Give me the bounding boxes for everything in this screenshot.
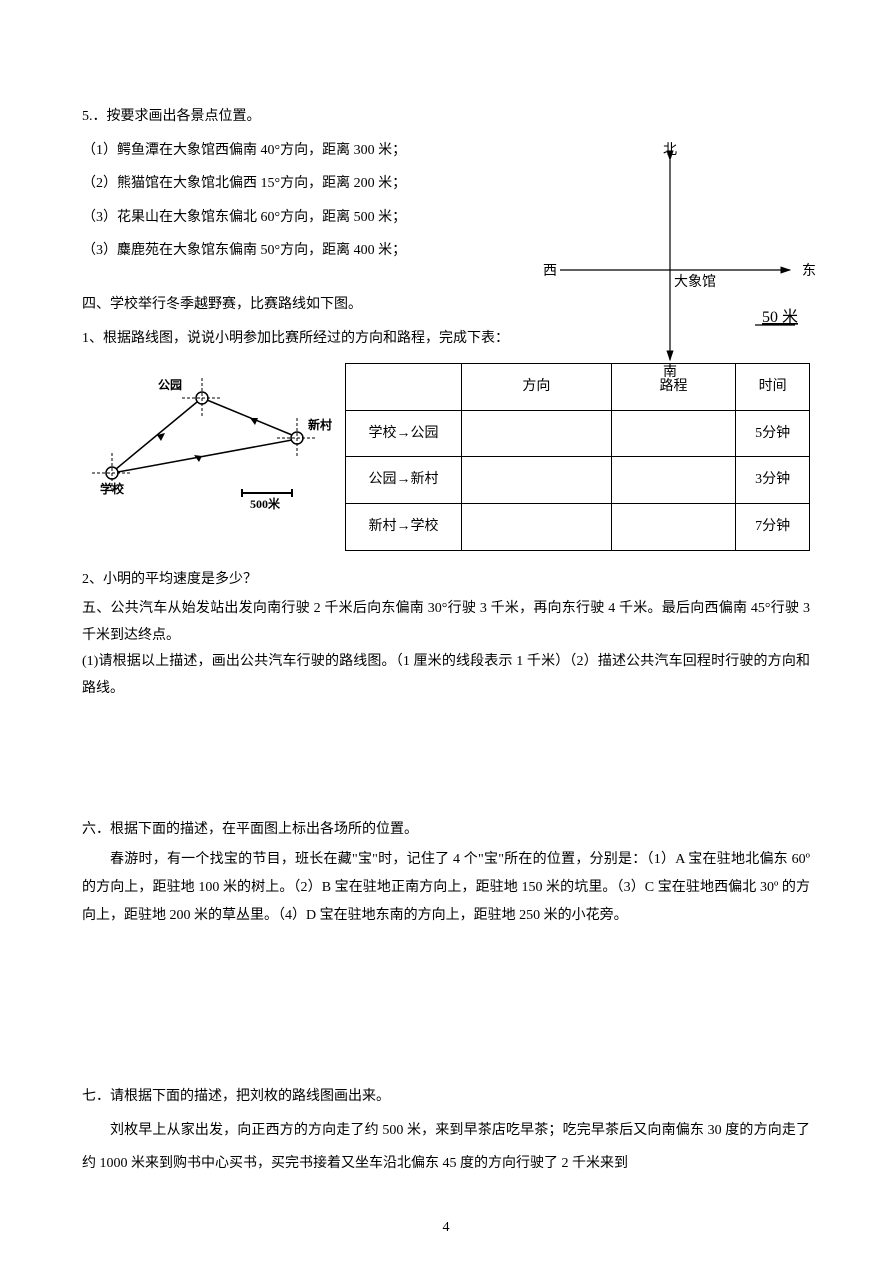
section7-body: 刘枚早上从家出发，向正西方的方向走了约 500 米，来到早茶店吃早茶；吃完早茶后…: [82, 1114, 810, 1181]
table-row: 新村→学校 7分钟: [346, 503, 810, 550]
diagram-school-label: 学校: [100, 481, 125, 496]
compass-east: 东: [802, 263, 816, 279]
compass-diagram: 北 南 西 东 大象馆 50 米: [540, 140, 840, 390]
section6-title: 六．根据下面的描述，在平面图上标出各场所的位置。: [82, 813, 810, 847]
compass-center: 大象馆: [674, 274, 716, 290]
compass-west: 西: [543, 264, 557, 279]
diagram-scale: 500米: [250, 496, 281, 511]
section4-sub2: 2、小明的平均速度是多少？: [82, 563, 810, 597]
page-number: 4: [82, 1211, 810, 1245]
th-blank: [346, 364, 462, 411]
section6-body: 春游时，有一个找宝的节目，班长在藏"宝"时，记住了 4 个"宝"所在的位置，分别…: [82, 846, 810, 930]
route-diagram: 公园 新村 学校 500米: [82, 363, 337, 523]
diagram-park-label: 公园: [158, 378, 182, 392]
section5-line2: (1)请根据以上描述，画出公共汽车行驶的路线图。（1 厘米的线段表示 1 千米）…: [82, 649, 810, 702]
compass-south: 南: [663, 364, 677, 380]
route-table: 方向 路程 时间 学校→公园 5分钟 公园→新村 3分钟 新村→学校 7分钟: [345, 363, 810, 550]
table-row: 学校→公园 5分钟: [346, 410, 810, 457]
compass-scale: 50 米: [762, 308, 798, 326]
section5-line1: 五、公共汽车从始发站出发向南行驶 2 千米后向东偏南 30°行驶 3 千米，再向…: [82, 596, 810, 649]
compass-north: 北: [663, 142, 677, 158]
q5-title: 5.．按要求画出各景点位置。: [82, 100, 810, 134]
section7-title: 七．请根据下面的描述，把刘枚的路线图画出来。: [82, 1080, 810, 1114]
table-row: 公园→新村 3分钟: [346, 457, 810, 504]
diagram-village-label: 新村: [308, 417, 332, 432]
